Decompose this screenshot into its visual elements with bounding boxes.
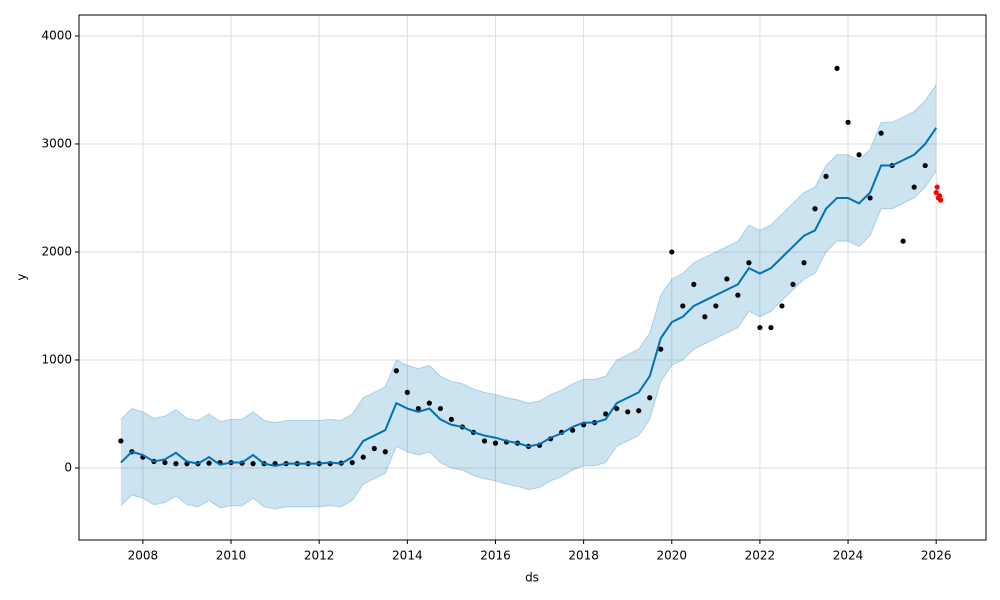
data-point [647,395,653,401]
data-point [360,454,366,460]
y-tick-label: 3000 [41,136,72,150]
data-point [823,173,829,179]
x-axis-label: ds [525,571,539,585]
data-point [636,408,642,414]
data-point [669,249,675,255]
uncertainty-band [120,84,937,510]
data-point [900,238,906,244]
data-point [757,324,763,331]
future-point [933,189,939,196]
x-tick-label: 2016 [480,549,511,563]
data-point [371,445,377,452]
data-point [415,405,421,412]
data-point [801,260,807,266]
data-point [867,195,873,201]
band-edge [120,84,937,424]
data-point [768,324,774,331]
data-point [922,162,928,169]
data-point [118,438,124,444]
data-point [680,303,686,309]
x-tick-label: 2024 [833,549,864,563]
x-tick-label: 2026 [921,549,952,563]
data-point [206,460,212,466]
data-point [834,65,840,71]
data-point [779,303,785,309]
future-point [938,197,944,203]
y-tick-label: 0 [64,460,72,474]
x-tick-label: 2008 [128,549,159,563]
data-point [492,440,499,446]
data-point [878,130,884,136]
data-point [426,400,432,406]
data-point [404,389,410,395]
data-point [790,281,796,287]
y-tick-label: 2000 [41,244,72,258]
data-point [845,119,851,125]
data-point [349,459,355,466]
data-point [691,281,697,287]
data-point [702,314,708,320]
data-point [735,292,741,298]
future-point [934,184,940,190]
data-point [614,405,620,412]
data-point [570,427,576,433]
data-point [658,346,664,352]
data-point [856,152,862,158]
data-point [625,409,631,415]
data-point [911,184,917,190]
band-edge [120,170,937,510]
y-tick-label: 4000 [41,28,72,42]
data-point [162,459,168,466]
data-point [448,416,455,422]
x-tick-label: 2014 [392,549,423,563]
data-point [250,461,256,467]
data-point [382,449,388,455]
y-axis-label: y [15,273,29,280]
future-point [937,193,943,199]
data-point [746,260,752,266]
data-point [603,411,609,417]
y-tick-label: 1000 [41,352,72,366]
data-point [437,405,443,412]
data-point [393,368,399,374]
x-tick-label: 2010 [216,549,247,563]
data-point [481,438,488,444]
data-point [812,206,818,212]
data-point [713,303,719,309]
x-tick-label: 2022 [745,549,776,563]
data-point [173,461,179,467]
forecast-line [120,127,938,467]
x-tick-label: 2018 [568,549,599,563]
plot-frame [78,14,987,541]
x-tick-label: 2012 [304,549,335,563]
data-point [724,276,730,282]
x-tick-label: 2020 [656,549,687,563]
